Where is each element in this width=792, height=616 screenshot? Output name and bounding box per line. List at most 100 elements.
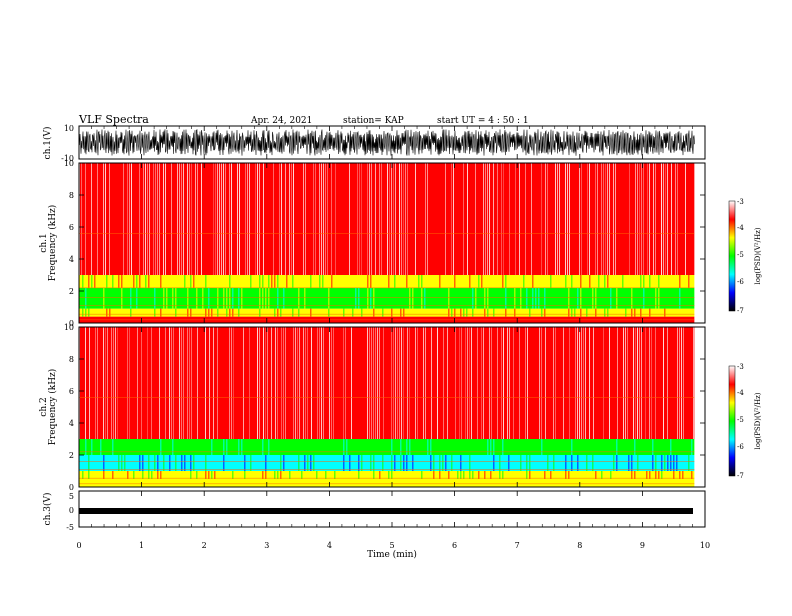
spectrogram-streak	[183, 327, 184, 439]
spectrogram-band	[79, 455, 695, 471]
spectrogram-speckle	[205, 275, 207, 288]
spectrogram-speckle	[388, 275, 390, 288]
spectrogram-speckle	[421, 471, 423, 479]
spectrogram-speckle	[577, 455, 579, 471]
spectrogram-streak	[159, 327, 160, 439]
spectrogram-streak	[545, 327, 546, 439]
spectrogram-streak	[455, 327, 456, 439]
spectrogram-speckle	[496, 439, 498, 455]
spectrogram-speckle	[310, 455, 312, 471]
spectrogram-speckle	[667, 455, 669, 471]
spectrogram-speckle	[82, 275, 84, 288]
spectrogram-streak	[425, 327, 426, 439]
spectrogram-speckle	[88, 275, 90, 288]
spectrogram-speckle	[460, 471, 462, 479]
time-tick-label: 8	[577, 541, 582, 550]
spectrogram-streak	[425, 163, 426, 275]
station-label: station= KAP	[343, 116, 404, 126]
spectrogram-speckle	[628, 439, 630, 455]
spectrogram-speckle	[298, 455, 300, 471]
spectrogram-streak	[481, 327, 482, 439]
spectrogram-streak	[491, 327, 492, 439]
spectrogram-speckle	[682, 471, 684, 479]
spectrogram-streak	[299, 327, 300, 439]
spectrogram-streak	[225, 163, 226, 275]
spectrogram-speckle	[391, 308, 393, 317]
spectrogram-band	[79, 471, 695, 479]
spectrogram-speckle	[451, 455, 453, 471]
ch3-waveform-panel: ch.3(V) 5 0 -5	[42, 490, 706, 532]
spectrogram-streak	[205, 327, 206, 439]
spectrogram-streak	[293, 327, 294, 439]
spectrogram-streak	[667, 327, 668, 439]
spectrogram-streak	[141, 327, 142, 439]
spectrogram-speckle	[283, 455, 285, 471]
spectrogram-speckle	[286, 275, 288, 288]
spectrogram-speckle	[82, 471, 84, 479]
spectrogram-speckle	[175, 439, 177, 455]
spectrogram-speckle	[382, 455, 384, 471]
freq-tick-label: 0	[69, 319, 74, 328]
spectrogram-streak	[111, 327, 112, 439]
spectrogram-streak	[629, 163, 630, 275]
spectrogram-streak	[465, 327, 466, 439]
spectrogram-streak	[195, 163, 196, 275]
spectrogram-streak	[679, 327, 680, 439]
spectrogram-speckle	[112, 275, 114, 288]
spectrogram-speckle	[679, 471, 681, 479]
spectrogram-speckle	[631, 455, 633, 471]
spectrogram-speckle	[316, 471, 318, 479]
spectrogram-speckle	[463, 471, 465, 479]
spectrogram-streak	[249, 327, 250, 439]
spectrogram-streak	[507, 327, 508, 439]
spectrogram-speckle	[430, 455, 432, 471]
spectrogram-streak	[373, 327, 374, 439]
spectrogram-speckle	[550, 471, 552, 479]
spectrogram-streak	[567, 163, 568, 275]
spectrogram-streak	[109, 163, 110, 275]
spectrogram-speckle	[475, 287, 477, 309]
spectrogram-streak	[281, 327, 282, 439]
spectrogram-streak	[641, 163, 642, 275]
spectrogram-streak	[181, 327, 182, 439]
spectrogram-speckle	[586, 455, 588, 471]
spectrogram-speckle	[187, 308, 189, 317]
ch1-cb-tick-3: -3	[737, 198, 744, 206]
spectrogram-speckle	[358, 471, 360, 479]
spectrogram-speckle	[358, 287, 360, 309]
freq-tick-label: 8	[69, 191, 74, 200]
spectrogram-speckle	[595, 471, 597, 479]
spectrogram-streak	[147, 327, 148, 439]
spectrogram-streak	[369, 327, 370, 439]
spectrogram-speckle	[688, 439, 690, 455]
spectrogram-speckle	[160, 471, 162, 479]
spectrogram-speckle	[226, 287, 228, 309]
spectrogram-streak	[603, 327, 604, 439]
spectrogram-streak	[171, 327, 172, 439]
spectrogram-speckle	[526, 471, 528, 479]
spectrogram-speckle	[406, 439, 408, 455]
spectrogram-speckle	[502, 439, 504, 455]
spectrogram-streak	[217, 327, 218, 439]
spectrogram-speckle	[565, 455, 567, 471]
spectrogram-streak	[403, 327, 404, 439]
spectrogram-streak	[509, 327, 510, 439]
spectrogram-speckle	[118, 455, 120, 471]
ch2-colorbar-label: log(PSD)(V²/Hz)	[754, 392, 762, 449]
spectrogram-speckle	[271, 275, 273, 288]
spectrogram-speckle	[238, 308, 240, 317]
spectrogram-streak	[305, 327, 306, 439]
ch2-cb-tick-5: -5	[737, 416, 744, 424]
spectrogram-speckle	[394, 275, 396, 288]
spectrogram-speckle	[298, 308, 300, 317]
spectrogram-streak	[407, 327, 408, 439]
spectrogram-speckle	[328, 308, 330, 317]
spectrogram-speckle	[373, 455, 375, 471]
spectrogram-streak	[321, 327, 322, 439]
spectrogram-speckle	[646, 471, 648, 479]
spectrogram-streak	[647, 163, 648, 275]
ch3-waveform-band	[79, 508, 693, 514]
spectrogram-speckle	[532, 287, 534, 309]
spectrogram-speckle	[484, 471, 486, 479]
spectrogram-speckle	[148, 455, 150, 471]
